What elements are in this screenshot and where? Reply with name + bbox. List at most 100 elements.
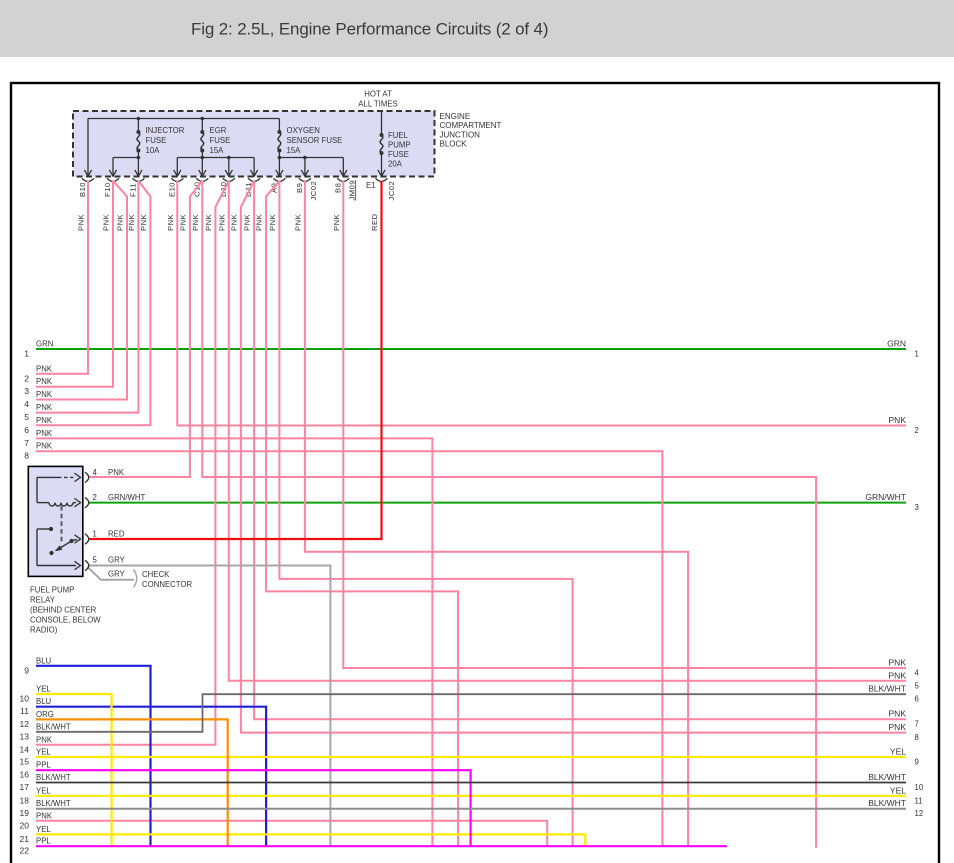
svg-text:RED: RED — [370, 213, 379, 231]
svg-text:B10: B10 — [78, 182, 87, 197]
svg-text:PNK: PNK — [889, 670, 907, 680]
svg-text:BLK/WHT: BLK/WHT — [868, 684, 906, 694]
svg-text:7: 7 — [915, 720, 919, 729]
svg-text:PUMP: PUMP — [388, 141, 411, 150]
svg-text:1: 1 — [93, 530, 97, 539]
svg-text:HOT AT: HOT AT — [364, 90, 392, 99]
svg-text:3: 3 — [24, 386, 29, 396]
svg-text:CHECK: CHECK — [142, 570, 170, 579]
svg-text:PNK: PNK — [36, 377, 53, 386]
svg-text:ENGINE: ENGINE — [440, 112, 471, 121]
svg-text:BLOCK: BLOCK — [440, 140, 468, 149]
svg-text:PNK: PNK — [36, 416, 53, 425]
svg-text:PPL: PPL — [36, 837, 51, 846]
svg-text:9: 9 — [24, 665, 29, 675]
svg-text:PNK: PNK — [36, 811, 53, 820]
svg-text:PNK: PNK — [191, 214, 200, 231]
svg-text:11: 11 — [20, 706, 29, 716]
svg-text:5: 5 — [93, 556, 98, 565]
svg-text:BLU: BLU — [36, 697, 52, 706]
svg-text:RELAY: RELAY — [30, 596, 56, 605]
svg-text:2: 2 — [24, 373, 29, 383]
svg-text:20: 20 — [20, 820, 30, 830]
svg-text:12: 12 — [20, 719, 30, 729]
svg-text:15: 15 — [20, 757, 30, 767]
svg-text:10: 10 — [20, 694, 30, 704]
svg-text:PNK: PNK — [36, 403, 53, 412]
svg-text:GRN/WHT: GRN/WHT — [865, 492, 906, 502]
svg-text:GRY: GRY — [108, 570, 126, 579]
svg-text:22: 22 — [20, 846, 30, 856]
svg-text:D10: D10 — [219, 182, 228, 197]
svg-text:PNK: PNK — [889, 709, 907, 719]
svg-text:JM09: JM09 — [347, 180, 356, 201]
svg-text:YEL: YEL — [36, 825, 51, 834]
svg-text:EGR: EGR — [210, 126, 227, 135]
svg-text:5: 5 — [915, 681, 920, 690]
svg-text:PNK: PNK — [36, 390, 53, 399]
svg-text:7: 7 — [24, 438, 29, 448]
svg-text:INJECTOR: INJECTOR — [146, 126, 185, 135]
svg-text:YEL: YEL — [890, 785, 906, 795]
svg-text:PNK: PNK — [889, 415, 907, 425]
svg-text:PNK: PNK — [889, 722, 907, 732]
svg-text:FUEL: FUEL — [388, 131, 409, 140]
svg-text:YEL: YEL — [890, 747, 906, 757]
svg-text:ALL TIMES: ALL TIMES — [358, 100, 397, 109]
svg-text:16: 16 — [20, 770, 30, 780]
svg-text:BLK/WHT: BLK/WHT — [868, 798, 906, 808]
svg-text:PNK: PNK — [268, 214, 277, 231]
svg-text:5: 5 — [24, 412, 29, 422]
svg-text:6: 6 — [24, 425, 29, 435]
svg-text:PNK: PNK — [255, 214, 264, 231]
svg-text:ORG: ORG — [36, 710, 54, 719]
svg-text:PNK: PNK — [36, 442, 53, 451]
svg-text:10A: 10A — [146, 146, 161, 155]
svg-text:CONNECTOR: CONNECTOR — [142, 580, 192, 589]
svg-text:20A: 20A — [388, 160, 403, 169]
svg-text:E10: E10 — [167, 182, 176, 197]
svg-text:PNK: PNK — [116, 214, 125, 231]
svg-text:4: 4 — [915, 669, 920, 678]
svg-text:PNK: PNK — [332, 214, 341, 231]
svg-text:10: 10 — [915, 783, 924, 792]
svg-text:FUSE: FUSE — [210, 136, 231, 145]
svg-text:PNK: PNK — [36, 364, 53, 373]
svg-text:Fig 2: 2.5L, Engine Performanc: Fig 2: 2.5L, Engine Performance Circuits… — [191, 20, 548, 39]
svg-text:FUSE: FUSE — [388, 150, 409, 159]
svg-text:PNK: PNK — [889, 658, 907, 668]
svg-text:PNK: PNK — [127, 214, 136, 231]
svg-text:B9: B9 — [295, 183, 304, 193]
svg-text:GRN: GRN — [887, 339, 906, 349]
svg-text:OXYGEN: OXYGEN — [287, 126, 320, 135]
svg-text:PNK: PNK — [36, 429, 53, 438]
svg-text:FUEL PUMP: FUEL PUMP — [30, 586, 74, 595]
svg-text:19: 19 — [20, 808, 30, 818]
svg-text:PNK: PNK — [229, 214, 238, 231]
svg-text:PNK: PNK — [77, 214, 86, 231]
svg-text:PNK: PNK — [102, 214, 111, 231]
svg-text:PNK: PNK — [204, 214, 213, 231]
svg-text:8: 8 — [24, 451, 29, 461]
svg-text:PNK: PNK — [139, 214, 148, 231]
svg-text:BLK/WHT: BLK/WHT — [36, 722, 71, 731]
svg-text:3: 3 — [915, 503, 919, 512]
svg-text:4: 4 — [24, 399, 29, 409]
svg-text:F11: F11 — [128, 183, 137, 197]
svg-text:2: 2 — [915, 426, 919, 435]
svg-text:1: 1 — [915, 350, 919, 359]
svg-text:GRY: GRY — [108, 556, 126, 565]
svg-text:JUNCTION: JUNCTION — [440, 131, 481, 140]
svg-text:PNK: PNK — [293, 214, 302, 231]
svg-text:PNK: PNK — [166, 214, 175, 231]
svg-text:BLK/WHT: BLK/WHT — [36, 799, 71, 808]
svg-text:E1: E1 — [366, 181, 376, 190]
svg-text:PNK: PNK — [36, 735, 53, 744]
svg-text:15A: 15A — [287, 146, 302, 155]
svg-text:9: 9 — [915, 758, 919, 767]
svg-text:2: 2 — [93, 493, 97, 502]
svg-text:4: 4 — [93, 468, 98, 477]
svg-text:15A: 15A — [210, 146, 225, 155]
svg-text:PNK: PNK — [217, 214, 226, 231]
svg-text:PNK: PNK — [108, 468, 125, 477]
